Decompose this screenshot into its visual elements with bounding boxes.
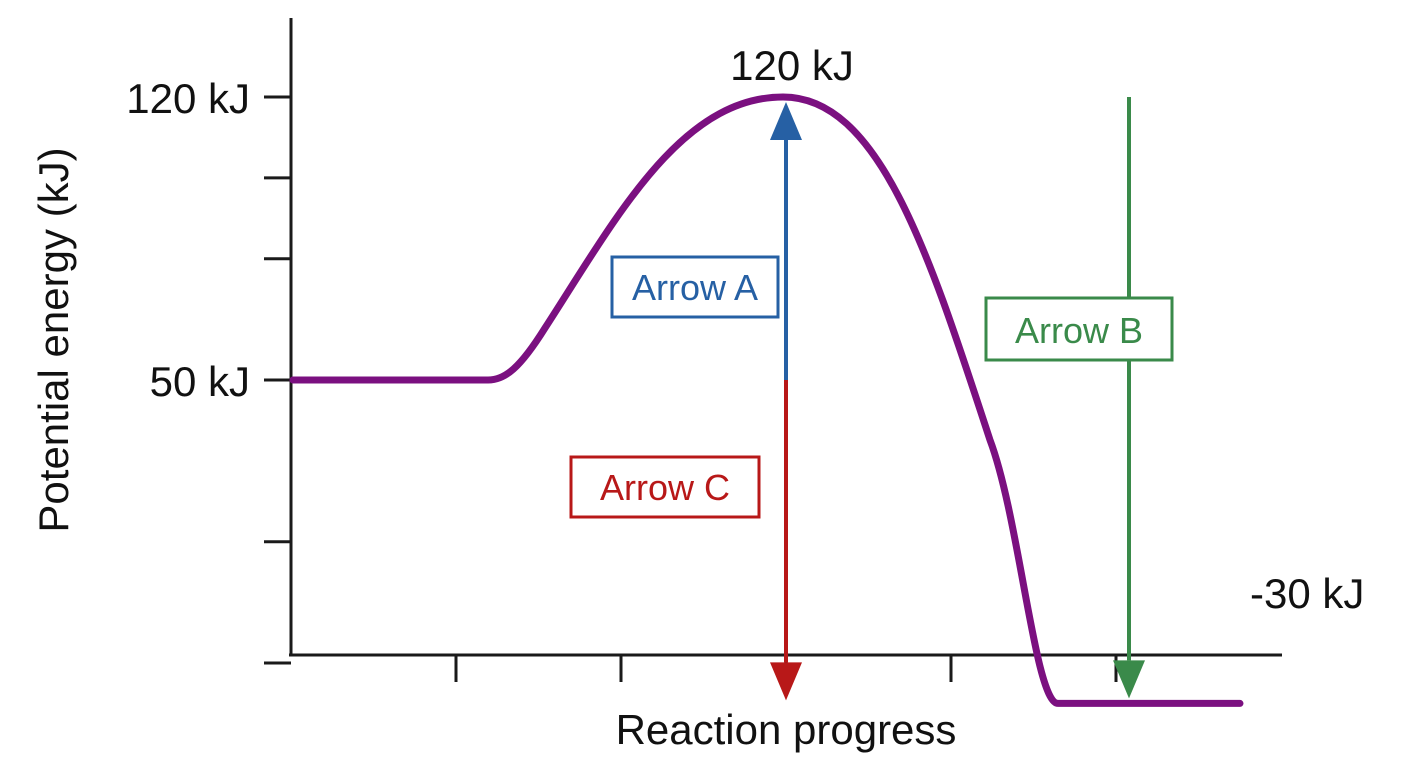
y-axis-label: Potential energy (kJ): [30, 147, 77, 532]
y-ticks: [264, 95, 291, 665]
y-tick-label-50: 50 kJ: [150, 358, 250, 405]
arrow-c: Arrow C: [569, 380, 802, 701]
product-energy-label: -30 kJ: [1250, 570, 1364, 617]
energy-curve: [289, 93, 1244, 707]
arrow-b-label: Arrow B: [1015, 310, 1143, 351]
arrow-a: Arrow A: [610, 102, 802, 380]
y-tick-label-120: 120 kJ: [126, 75, 250, 122]
x-axis-label: Reaction progress: [616, 706, 957, 753]
arrow-b-label-box: [984, 296, 1174, 362]
arrow-c-label: Arrow C: [600, 467, 730, 508]
arrow-b: Arrow B: [984, 97, 1174, 699]
arrow-b-head: [1113, 660, 1145, 699]
arrow-a-label: Arrow A: [632, 267, 758, 308]
arrow-c-head: [770, 662, 802, 701]
peak-energy-label: 120 kJ: [730, 42, 854, 89]
arrow-a-head: [770, 102, 802, 140]
arrow-a-label-box: [610, 255, 780, 319]
arrow-c-label-box: [569, 455, 761, 519]
